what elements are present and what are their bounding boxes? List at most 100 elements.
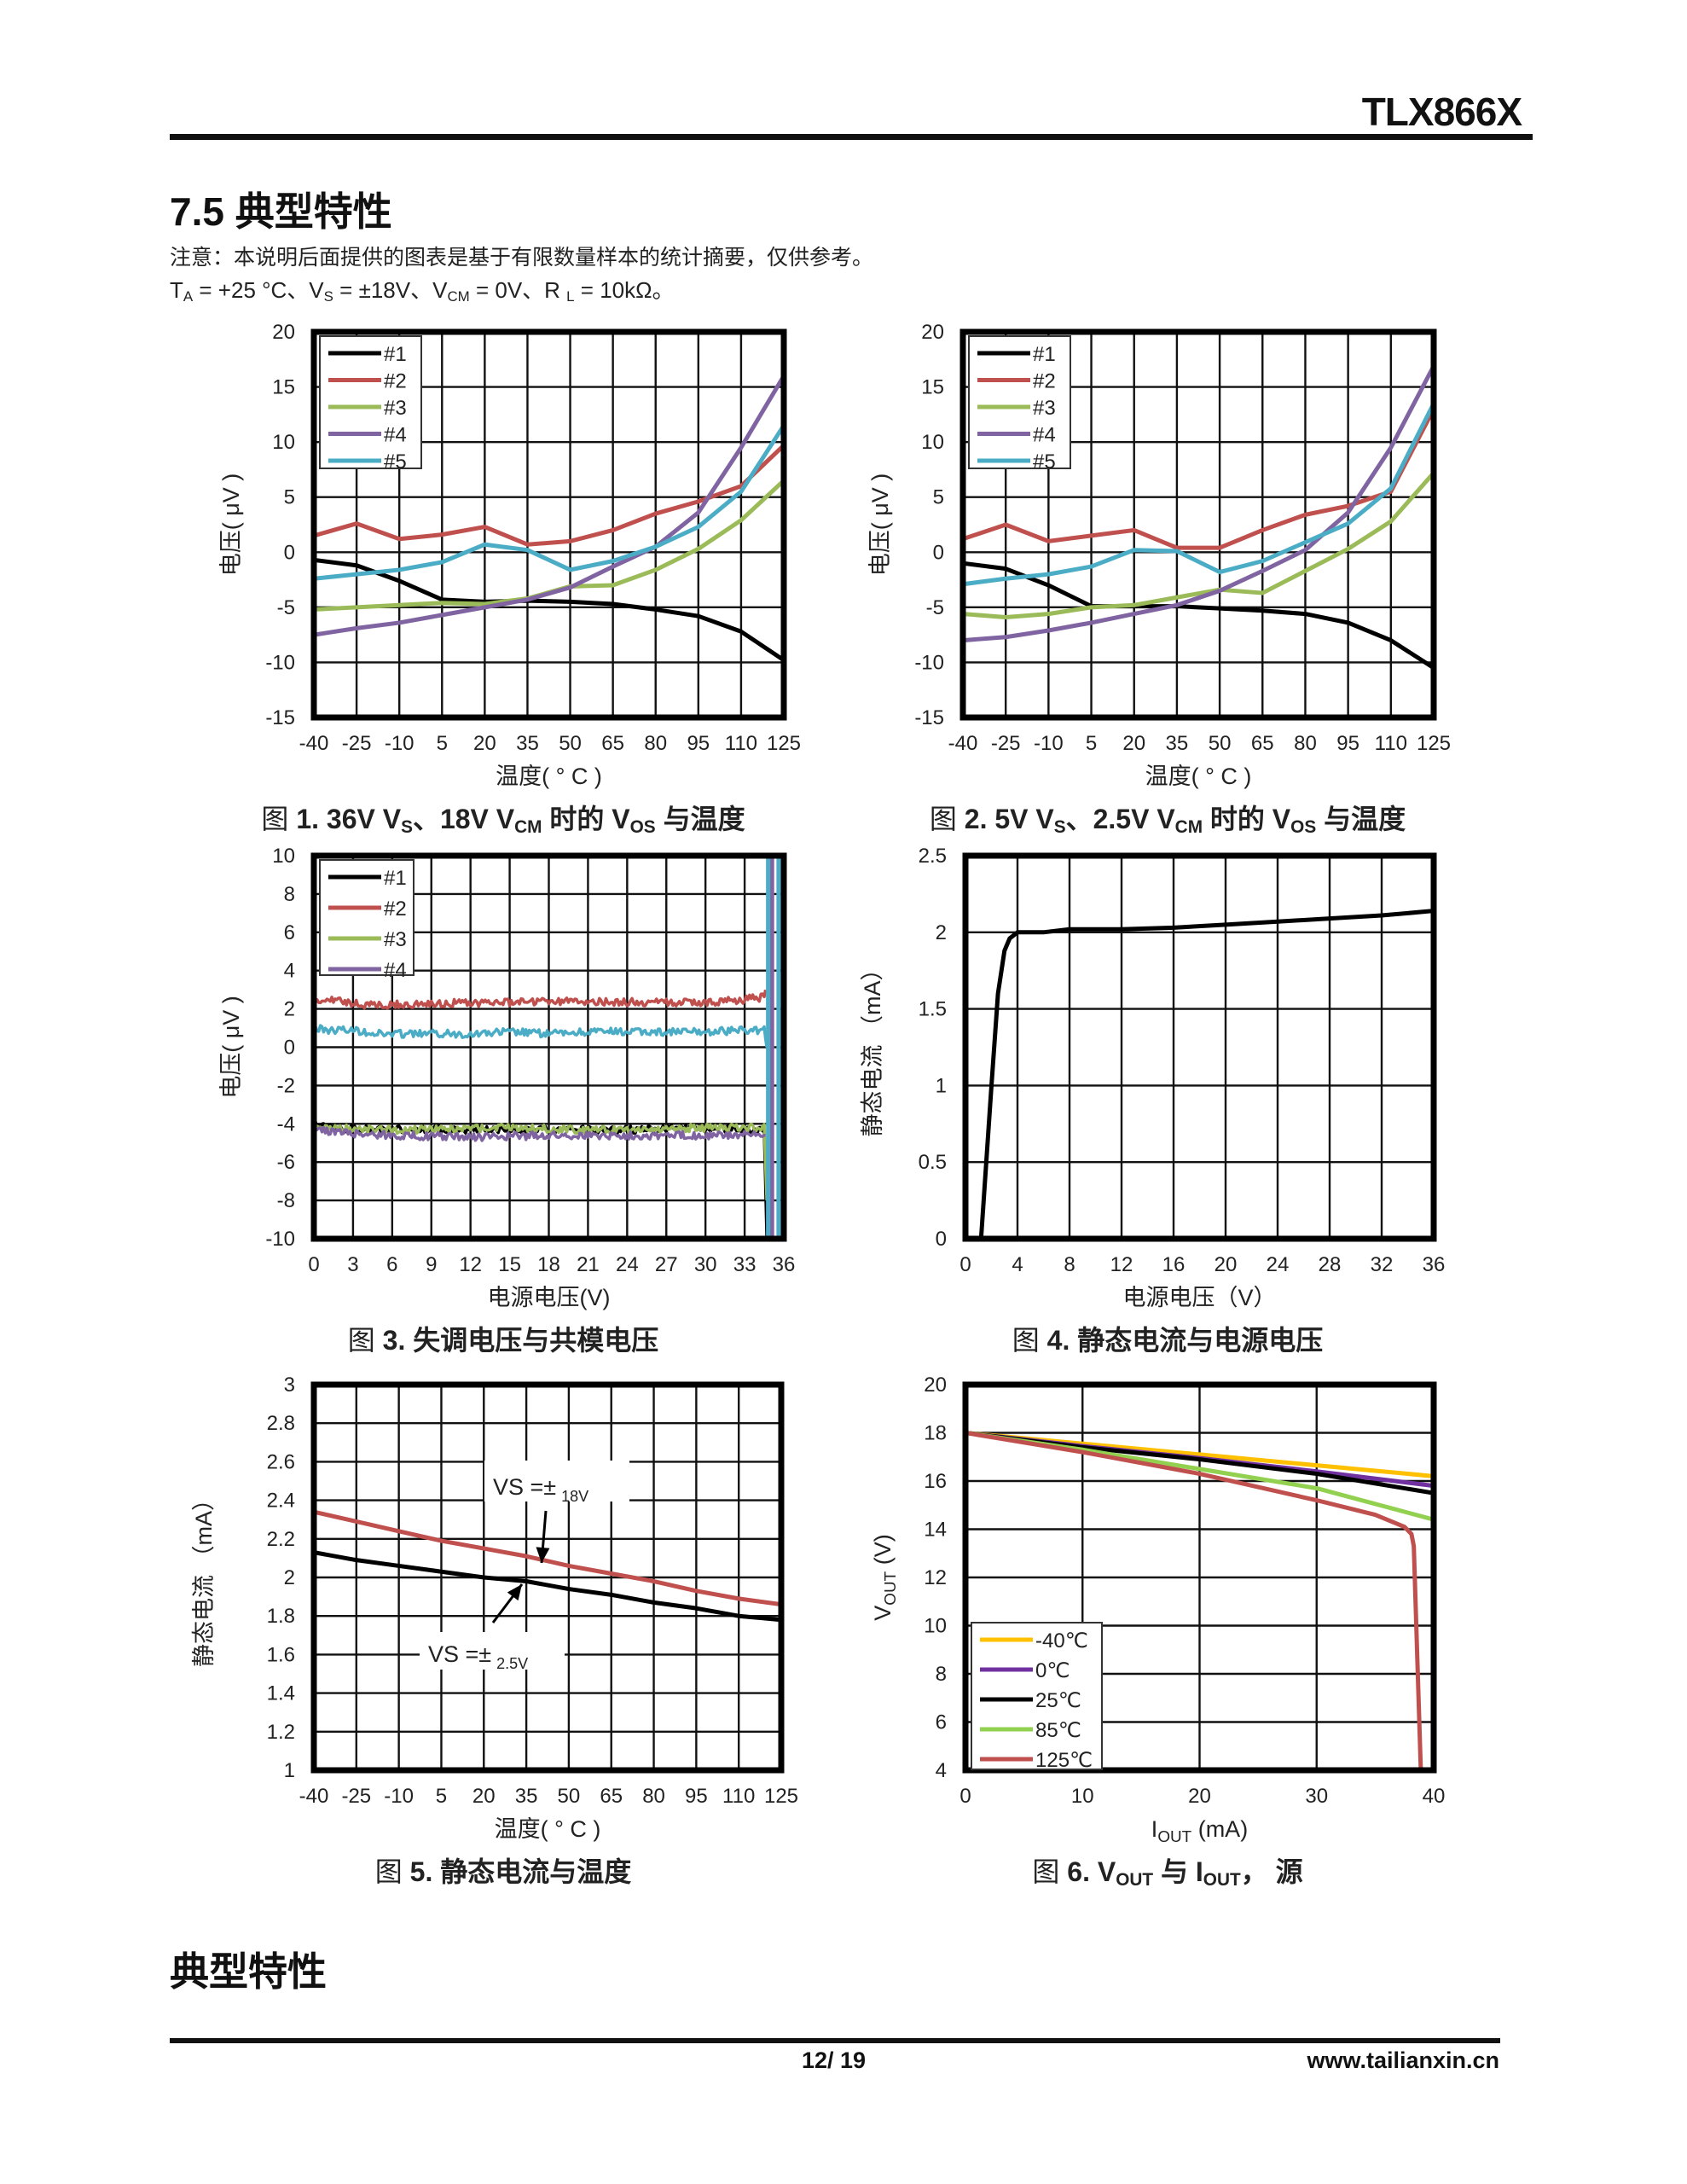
x-tick-label: 80 [644, 732, 667, 755]
text-segment: 1. 36V V [296, 804, 402, 834]
legend-label: 0℃ [1035, 1659, 1070, 1682]
legend: #1 #2 #3 #4 #5 [968, 335, 1071, 473]
subscript: 2.5V [496, 1655, 528, 1672]
x-tick-label: -40 [299, 732, 329, 755]
legend-label: #4 [1033, 424, 1056, 447]
x-tick-label: 65 [600, 1785, 623, 1808]
text-segment: 图 [347, 1325, 383, 1356]
x-tick-label: 10 [1071, 1785, 1094, 1808]
text-segment: 时的 V [1203, 804, 1291, 834]
annotation-label: VS =± 18V [493, 1474, 588, 1505]
x-tick-label: -10 [385, 732, 415, 755]
x-tick-label: 30 [694, 1253, 717, 1276]
y-tick-label: 20 [924, 1374, 947, 1397]
chart-6: 0 10 20 30 40 4 6 8 10 12 14 16 18 20 -40℃ 0℃ 25℃ 85℃ 125℃… [870, 1374, 1445, 1846]
x-axis-label: 电源电压(V) [488, 1285, 611, 1310]
legend-label: 125℃ [1035, 1749, 1093, 1772]
series-line-2 [314, 989, 768, 1010]
legend-label: #4 [384, 959, 407, 982]
x-tick-label: 40 [1423, 1785, 1446, 1808]
x-tick-label: -10 [1034, 732, 1064, 755]
legend-label: #3 [384, 928, 407, 951]
page-number: 12/ 19 [802, 2048, 867, 2073]
label-segment: 电压( μV ) [218, 473, 244, 577]
section-title-2: 典型特性 [170, 1949, 327, 1994]
footer-rule [170, 2038, 1500, 2043]
x-tick-label: 20 [1122, 732, 1145, 755]
y-tick-label: 1.4 [267, 1682, 295, 1705]
y-tick-label: 3 [284, 1374, 295, 1397]
x-tick-label: 95 [687, 732, 710, 755]
y-tick-label: -5 [277, 596, 295, 619]
x-tick-label: 35 [515, 1785, 538, 1808]
text-segment: 2. 5V V [964, 804, 1054, 834]
subscript: S [1053, 817, 1066, 838]
series-line-3 [963, 471, 1434, 619]
subscript: L [566, 288, 575, 305]
plot-area [965, 856, 1434, 1239]
text-segment: = +25 °C、V [193, 277, 324, 303]
x-tick-label: 95 [1336, 732, 1359, 755]
chart-5: -40 -25 -10 5 20 35 50 65 80 95 110 125 1 1.2 1.4 1.6 1.… [191, 1374, 798, 1842]
x-axis-label: IOUT (mA) [1151, 1816, 1248, 1846]
subscript: 18V [561, 1488, 588, 1505]
legend-label: #1 [1033, 343, 1056, 366]
y-tick-label: -8 [277, 1189, 295, 1212]
x-axis-label: 温度( ° C ) [495, 1816, 601, 1842]
x-tick-label: 125 [1417, 732, 1451, 755]
x-tick-label: 5 [436, 1785, 447, 1808]
y-tick-label: 0 [284, 541, 295, 564]
y-axis-label: 电压( μV ) [867, 473, 893, 577]
x-tick-label: 50 [558, 1785, 581, 1808]
text-segment: 图 [374, 1856, 410, 1887]
y-tick-label: -10 [265, 651, 295, 674]
website-link[interactable]: www.tailianxin.cn [1307, 2048, 1499, 2073]
series-group [314, 1509, 781, 1623]
series-line [314, 1550, 781, 1623]
series-line [314, 1509, 781, 1607]
subscript: S [401, 817, 413, 838]
x-axis-label: 温度( ° C ) [496, 764, 602, 789]
text-segment: 图 [261, 804, 297, 834]
subscript: OS [1290, 817, 1317, 838]
y-tick-label: -5 [926, 596, 944, 619]
legend: #1 #2 #3 #4 [319, 859, 415, 982]
subscript: CM [1174, 817, 1203, 838]
x-tick-label: -25 [341, 1785, 371, 1808]
x-tick-label: 4 [1012, 1253, 1023, 1276]
y-tick-label: 1 [284, 1759, 295, 1782]
text-segment: 3. 失调电压与共模电压 [382, 1325, 659, 1356]
header-rule [170, 134, 1533, 140]
y-tick-label: 8 [936, 1663, 947, 1686]
x-tick-label: 12 [1110, 1253, 1133, 1276]
legend-label: 85℃ [1035, 1719, 1081, 1742]
x-tick-label: -10 [384, 1785, 414, 1808]
text-segment: ， 源 [1240, 1856, 1303, 1887]
x-tick-label: 20 [1188, 1785, 1211, 1808]
label-segment: 电压( μV ) [867, 473, 893, 577]
y-axis-label: 电压( μV ) [218, 473, 244, 577]
document-id: TLX866X [1361, 90, 1522, 134]
series-group [963, 364, 1434, 670]
y-tick-label: 0 [936, 1228, 947, 1251]
figure-caption: 图 5. 静态电流与温度 [375, 1856, 632, 1888]
x-tick-label: 36 [1423, 1253, 1446, 1276]
legend-label: #2 [384, 897, 407, 921]
plot-border [310, 328, 787, 721]
x-tick-label: 65 [1251, 732, 1274, 755]
y-tick-label: 4 [284, 960, 295, 983]
series-line-5 [963, 402, 1434, 587]
plot-border [959, 328, 1437, 721]
annotation-prefix: VS =± [428, 1641, 491, 1667]
text-segment: 与 I [1153, 1856, 1203, 1887]
subscript: OS [629, 817, 656, 838]
subscript: CM [514, 817, 542, 838]
x-tick-label: 110 [725, 732, 757, 755]
x-tick-label: -25 [991, 732, 1021, 755]
x-tick-label: 50 [1209, 732, 1232, 755]
legend-label: #2 [1033, 370, 1056, 393]
chart-2: -40 -25 -10 5 20 35 50 65 80 95 110 125 -15 -10 -5 0 5 10… [867, 321, 1451, 789]
y-tick-label: 2 [284, 1566, 295, 1589]
x-tick-label: -40 [948, 732, 978, 755]
y-tick-label: 5 [284, 486, 295, 509]
